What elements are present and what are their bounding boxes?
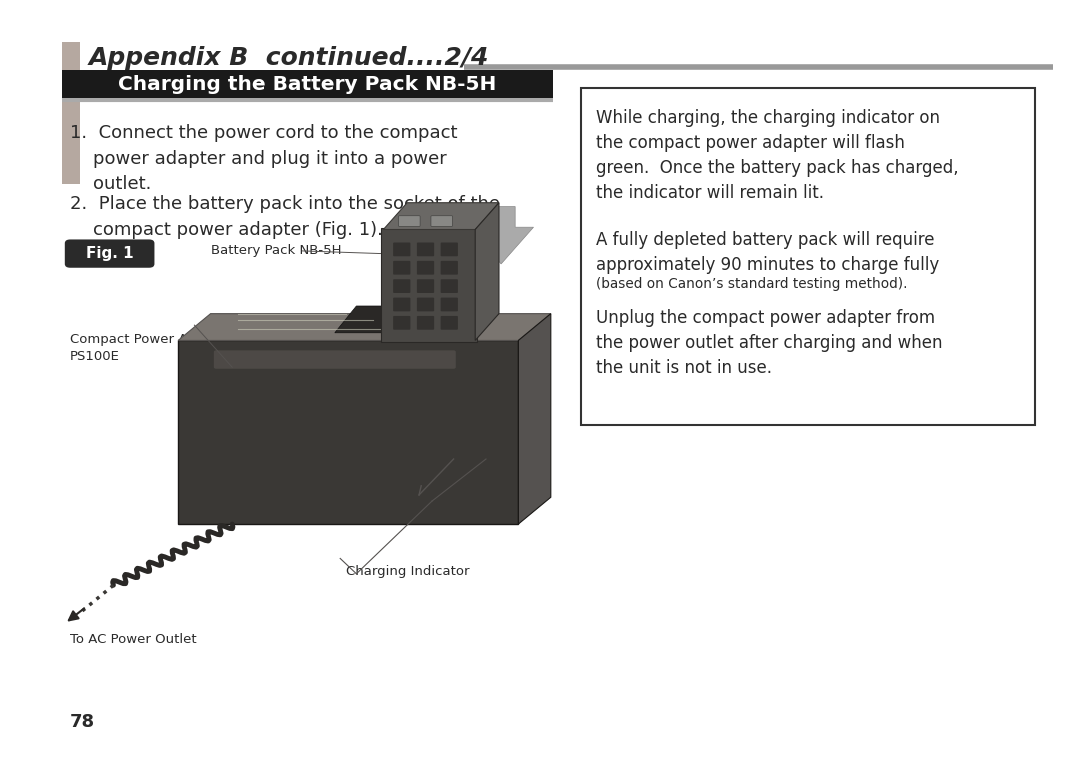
Text: While charging, the charging indicator on
the compact power adapter will flash
g: While charging, the charging indicator o… [596,109,959,203]
FancyBboxPatch shape [441,279,458,293]
Text: Appendix B  continued....2/4: Appendix B continued....2/4 [89,46,489,70]
Text: To AC Power Outlet: To AC Power Outlet [70,633,197,646]
FancyBboxPatch shape [417,261,434,275]
Text: 2.  Place the battery pack into the socket of the
    compact power adapter (Fig: 2. Place the battery pack into the socke… [70,195,500,239]
FancyBboxPatch shape [431,216,453,226]
FancyBboxPatch shape [581,88,1035,425]
FancyBboxPatch shape [393,261,410,275]
FancyBboxPatch shape [417,243,434,256]
FancyBboxPatch shape [62,70,553,98]
FancyBboxPatch shape [417,279,434,293]
Text: A fully depleted battery pack will require
approximately 90 minutes to charge fu: A fully depleted battery pack will requi… [596,231,940,274]
Polygon shape [178,340,518,524]
Text: Fig. 1: Fig. 1 [85,246,134,262]
FancyBboxPatch shape [441,261,458,275]
FancyBboxPatch shape [393,279,410,293]
Polygon shape [469,207,534,264]
Polygon shape [475,203,499,340]
Text: Unplug the compact power adapter from
the power outlet after charging and when
t: Unplug the compact power adapter from th… [596,309,943,377]
FancyBboxPatch shape [62,42,80,184]
Polygon shape [518,314,551,524]
FancyBboxPatch shape [417,316,434,330]
Polygon shape [335,306,443,333]
FancyBboxPatch shape [65,239,154,268]
FancyBboxPatch shape [214,350,456,369]
FancyBboxPatch shape [393,298,410,311]
Polygon shape [383,203,499,230]
FancyBboxPatch shape [441,298,458,311]
Text: Battery Pack NB-5H: Battery Pack NB-5H [211,245,341,257]
Text: Charging Indicator: Charging Indicator [346,565,469,578]
FancyBboxPatch shape [399,216,420,226]
FancyBboxPatch shape [417,298,434,311]
FancyBboxPatch shape [441,316,458,330]
Text: (based on Canon’s standard testing method).: (based on Canon’s standard testing metho… [596,277,907,291]
FancyBboxPatch shape [393,316,410,330]
Text: 1.  Connect the power cord to the compact
    power adapter and plug it into a p: 1. Connect the power cord to the compact… [70,124,458,194]
FancyBboxPatch shape [381,228,477,342]
Text: 78: 78 [70,713,95,731]
Polygon shape [178,314,551,340]
FancyBboxPatch shape [441,243,458,256]
Text: Charging the Battery Pack NB-5H: Charging the Battery Pack NB-5H [118,75,497,93]
Text: Compact Power Adapter CA-
PS100E: Compact Power Adapter CA- PS100E [70,333,258,363]
FancyBboxPatch shape [393,243,410,256]
